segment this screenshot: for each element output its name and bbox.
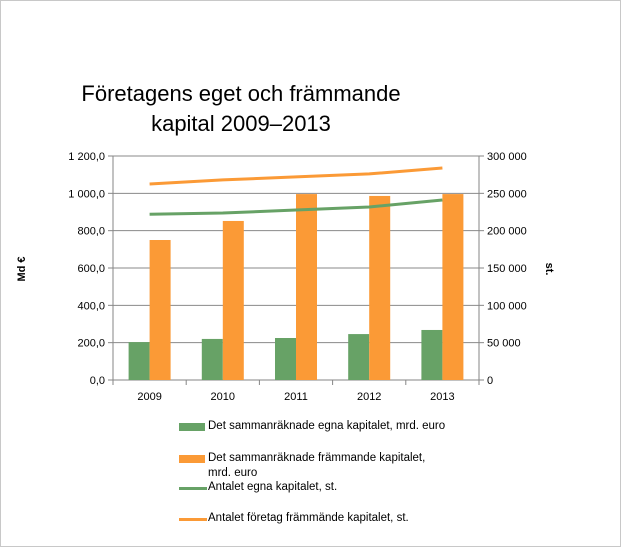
- bar-frammande-2010: [222, 220, 244, 380]
- y-tick-label: 1 000,0: [68, 188, 105, 200]
- bar-frammande-2009: [149, 240, 171, 380]
- y2-tick-label: 50 000: [487, 338, 521, 350]
- x-tick-label: 2012: [357, 391, 381, 403]
- y2-tick-label: 300 000: [487, 151, 527, 163]
- legend-label-cont: mrd. euro: [208, 467, 258, 479]
- legend-swatch: [179, 487, 207, 490]
- bar-frammande-2013: [442, 194, 464, 380]
- legend-label: Antalet företag främmände kapitalet, st.: [208, 512, 409, 524]
- y-tick-label: 0,0: [90, 375, 105, 387]
- legend-label: Det sammanräknade främmande kapitalet,: [208, 452, 426, 464]
- line-frammande: [149, 166, 443, 186]
- bar-egna-2009: [128, 342, 150, 380]
- y2-axis-label: st.: [543, 263, 555, 276]
- y2-tick-label: 200 000: [487, 226, 527, 238]
- bar-egna-2010: [201, 338, 223, 380]
- x-tick-label: 2010: [211, 391, 235, 403]
- chart-title-line-1: Företagens eget och främmande: [81, 81, 401, 106]
- y2-tick-label: 250 000: [487, 188, 527, 200]
- y-tick-label: 400,0: [77, 300, 105, 312]
- legend-swatch: [179, 518, 207, 521]
- y-tick-label: 600,0: [77, 263, 105, 275]
- y-tick-label: 800,0: [77, 226, 105, 238]
- x-tick-label: 2013: [430, 391, 454, 403]
- y-tick-label: 200,0: [77, 338, 105, 350]
- legend-label: Antalet egna kapitalet, st.: [208, 481, 338, 493]
- x-tick-label: 2011: [284, 391, 308, 403]
- chart-title-line-2: kapital 2009–2013: [151, 111, 331, 136]
- bar-egna-2011: [275, 338, 296, 380]
- legend-label: Det sammanräknade egna kapitalet, mrd. e…: [208, 420, 446, 432]
- legend-swatch: [179, 455, 205, 463]
- y2-tick-label: 150 000: [487, 263, 527, 275]
- y2-tick-label: 100 000: [487, 300, 527, 312]
- legend-swatch: [179, 423, 205, 431]
- y-tick-label: 1 200,0: [68, 151, 105, 163]
- bar-egna-2013: [421, 329, 443, 380]
- y2-tick-label: 0: [487, 375, 493, 387]
- bar-frammande-2012: [369, 195, 391, 380]
- x-tick-label: 2009: [137, 391, 161, 403]
- bar-frammande-2011: [296, 194, 317, 380]
- y-axis-label: Md €: [16, 256, 28, 281]
- bar-egna-2012: [348, 334, 370, 380]
